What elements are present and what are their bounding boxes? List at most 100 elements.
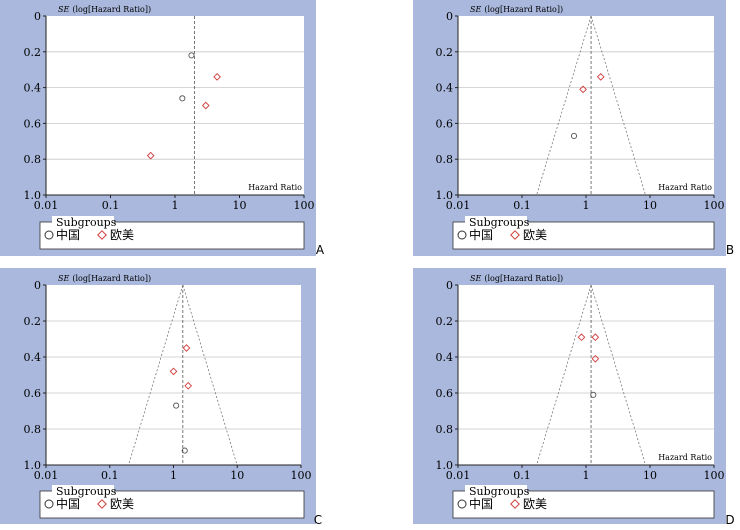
data-point-china [173, 402, 180, 409]
legend-china-label: 中国 [469, 496, 493, 511]
x-tick-label: 0.1 [102, 199, 120, 212]
data-point-china [181, 447, 188, 454]
legend-west-label: 欧美 [110, 497, 134, 511]
data-point-china [179, 95, 186, 102]
y-tick-label: 0 [34, 279, 41, 292]
legend-west-marker [510, 499, 520, 509]
y-tick-label: 0.2 [436, 315, 454, 328]
x-tick-label: 1 [583, 469, 590, 482]
data-point-china [590, 391, 597, 398]
y-tick-label: 0.6 [24, 117, 42, 130]
x-tick-label: 10 [643, 469, 657, 482]
y-axis-title: SE (log[Hazard Ratio]) [58, 5, 151, 14]
y-axis-title-rest: (log[Hazard Ratio]) [484, 274, 563, 283]
panel-letter: A [316, 243, 325, 257]
data-point-west [577, 333, 586, 342]
legend-title-backdrop [465, 485, 527, 497]
funnel-left-boundary [128, 284, 184, 466]
legend-china-marker [44, 499, 54, 509]
data-point-china [188, 52, 195, 59]
legend-title-backdrop [52, 485, 114, 497]
x-tick-label: 10 [643, 199, 657, 212]
x-tick-label: 0.01 [34, 469, 59, 482]
legend-china-marker [457, 230, 467, 240]
x-axis-title: Hazard Ratio [658, 183, 712, 192]
funnel-left-boundary [536, 15, 592, 196]
panel-letter: D [725, 513, 734, 527]
chart-panel-d: 0 0.2 0.4 0.6 0.8 1.00.01 0.1 1 10 100 SE (log[Haza… [413, 268, 735, 527]
plot-area [458, 285, 714, 465]
x-axis-title: Hazard Ratio [658, 453, 712, 462]
panel-letter: C [314, 513, 322, 527]
y-tick-label: 0 [446, 279, 453, 292]
y-axis-title-italic: SE [58, 5, 69, 14]
x-tick-label: 1 [172, 199, 179, 212]
legend-west-label: 欧美 [110, 228, 134, 242]
data-point-west [591, 354, 600, 363]
data-point-west [596, 73, 605, 81]
y-tick-label: 0 [34, 10, 41, 23]
x-tick-label: 0.01 [446, 469, 471, 482]
data-point-west [184, 381, 193, 390]
y-tick-label: 0.8 [436, 153, 454, 166]
legend-title-backdrop [465, 216, 527, 228]
y-tick-label: 0.6 [436, 387, 454, 400]
plot-area [458, 16, 714, 195]
y-axis-title: SE (log[Hazard Ratio]) [470, 5, 563, 14]
funnel-right-boundary [590, 284, 646, 466]
x-tick-label: 1 [170, 469, 177, 482]
y-tick-label: 0.8 [436, 423, 454, 436]
y-tick-label: 0.6 [24, 387, 42, 400]
chart-panel-b: 0 0.2 0.4 0.6 0.8 1.00.01 0.1 1 10 100 SE (log[Haza… [413, 0, 734, 257]
legend-title: Subgroups [56, 216, 117, 229]
legend-china-label: 中国 [56, 496, 80, 511]
legend-west-marker [510, 230, 520, 240]
panel-letter: B [726, 243, 734, 257]
data-point-china [570, 132, 578, 139]
y-axis-title: SE (log[Hazard Ratio]) [58, 274, 151, 283]
y-tick-label: 0.8 [24, 423, 42, 436]
y-axis-title-rest: (log[Hazard Ratio]) [72, 274, 151, 283]
y-axis-title-italic: SE [470, 274, 481, 283]
data-point-west [146, 151, 155, 160]
y-tick-label: 0.2 [436, 46, 454, 59]
legend-west-label: 欧美 [523, 497, 547, 511]
x-tick-label: 0.1 [101, 469, 119, 482]
data-point-west [591, 333, 600, 342]
legend-title: Subgroups [56, 485, 117, 498]
y-axis-title-italic: SE [470, 5, 481, 14]
y-tick-label: 0.4 [436, 351, 454, 364]
legend-west-marker [97, 499, 107, 509]
x-tick-label: 10 [233, 199, 247, 212]
data-point-west [182, 344, 191, 352]
x-axis-title: Hazard Ratio [248, 183, 302, 192]
y-tick-label: 0.4 [436, 82, 454, 95]
x-tick-label: 100 [294, 199, 315, 212]
chart-panel-a: 0 0.2 0.4 0.6 0.8 1.00.01 0.1 1 10 100 SE (log[Haza… [0, 0, 325, 257]
data-point-west [169, 367, 178, 376]
y-tick-label: 1.0 [436, 189, 454, 202]
legend-china-marker [457, 499, 467, 509]
funnel-right-boundary [182, 284, 238, 466]
y-tick-label: 1.0 [436, 459, 454, 472]
funnel-right-boundary [590, 15, 646, 196]
chart-panel-c: 0 0.2 0.4 0.6 0.8 1.00.01 0.1 1 10 100 SE (log[Haza… [0, 268, 322, 527]
x-tick-label: 100 [704, 469, 725, 482]
x-tick-label: 1 [583, 199, 590, 212]
data-point-west [201, 101, 210, 110]
y-tick-label: 0.2 [24, 46, 42, 59]
legend-west-label: 欧美 [523, 228, 547, 242]
legend-china-label: 中国 [56, 227, 80, 242]
y-tick-label: 1.0 [24, 459, 42, 472]
y-axis-title-rest: (log[Hazard Ratio]) [72, 5, 151, 14]
x-tick-label: 100 [704, 199, 725, 212]
legend-title: Subgroups [469, 216, 530, 229]
x-tick-label: 100 [291, 469, 312, 482]
x-tick-label: 0.1 [513, 199, 531, 212]
plot-area [46, 16, 304, 195]
legend-west-marker [97, 230, 107, 240]
x-tick-label: 0.01 [446, 199, 471, 212]
legend-box [452, 490, 715, 519]
legend-china-marker [44, 230, 54, 240]
